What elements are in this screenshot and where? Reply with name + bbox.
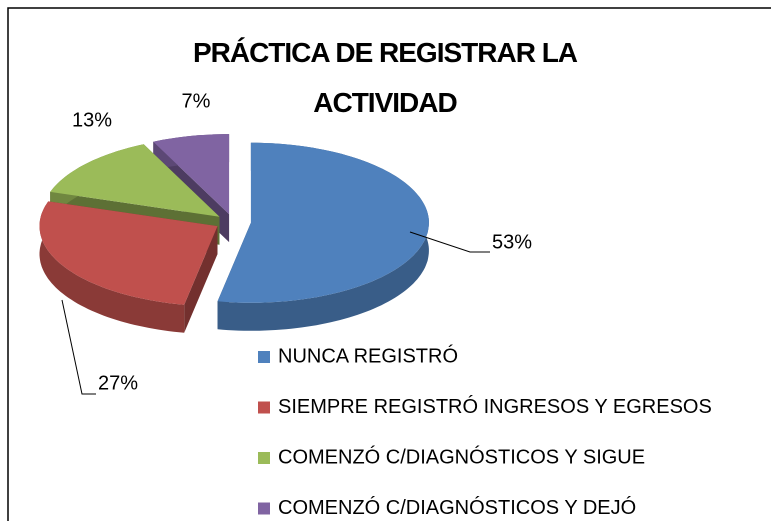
legend-label: NUNCA REGISTRÓ bbox=[278, 344, 458, 367]
slice bbox=[217, 142, 429, 303]
data-label: 7% bbox=[182, 90, 211, 112]
legend-label: SIEMPRE REGISTRÓ INGRESOS Y EGRESOS bbox=[278, 395, 712, 418]
chart-title: PRÁCTICA DE REGISTRAR LA ACTIVIDAD bbox=[192, 37, 578, 118]
legend-swatch bbox=[258, 452, 270, 464]
legend-label: COMENZÓ C/DIAGNÓSTICOS Y SIGUE bbox=[278, 445, 645, 468]
legend-swatch bbox=[258, 502, 270, 515]
slice bbox=[153, 134, 230, 215]
legend-swatch bbox=[258, 351, 270, 363]
slice bbox=[50, 144, 220, 217]
data-label: 27% bbox=[98, 372, 138, 394]
data-label: 53% bbox=[492, 231, 532, 253]
data-label: 13% bbox=[72, 109, 112, 131]
legend-label: COMENZÓ C/DIAGNÓSTICOS Y DEJÓ bbox=[278, 496, 636, 519]
slice bbox=[39, 201, 218, 305]
leader-line bbox=[409, 231, 490, 253]
slice-wall bbox=[39, 201, 185, 333]
legend-swatch bbox=[258, 401, 270, 414]
leader-line bbox=[61, 299, 96, 395]
